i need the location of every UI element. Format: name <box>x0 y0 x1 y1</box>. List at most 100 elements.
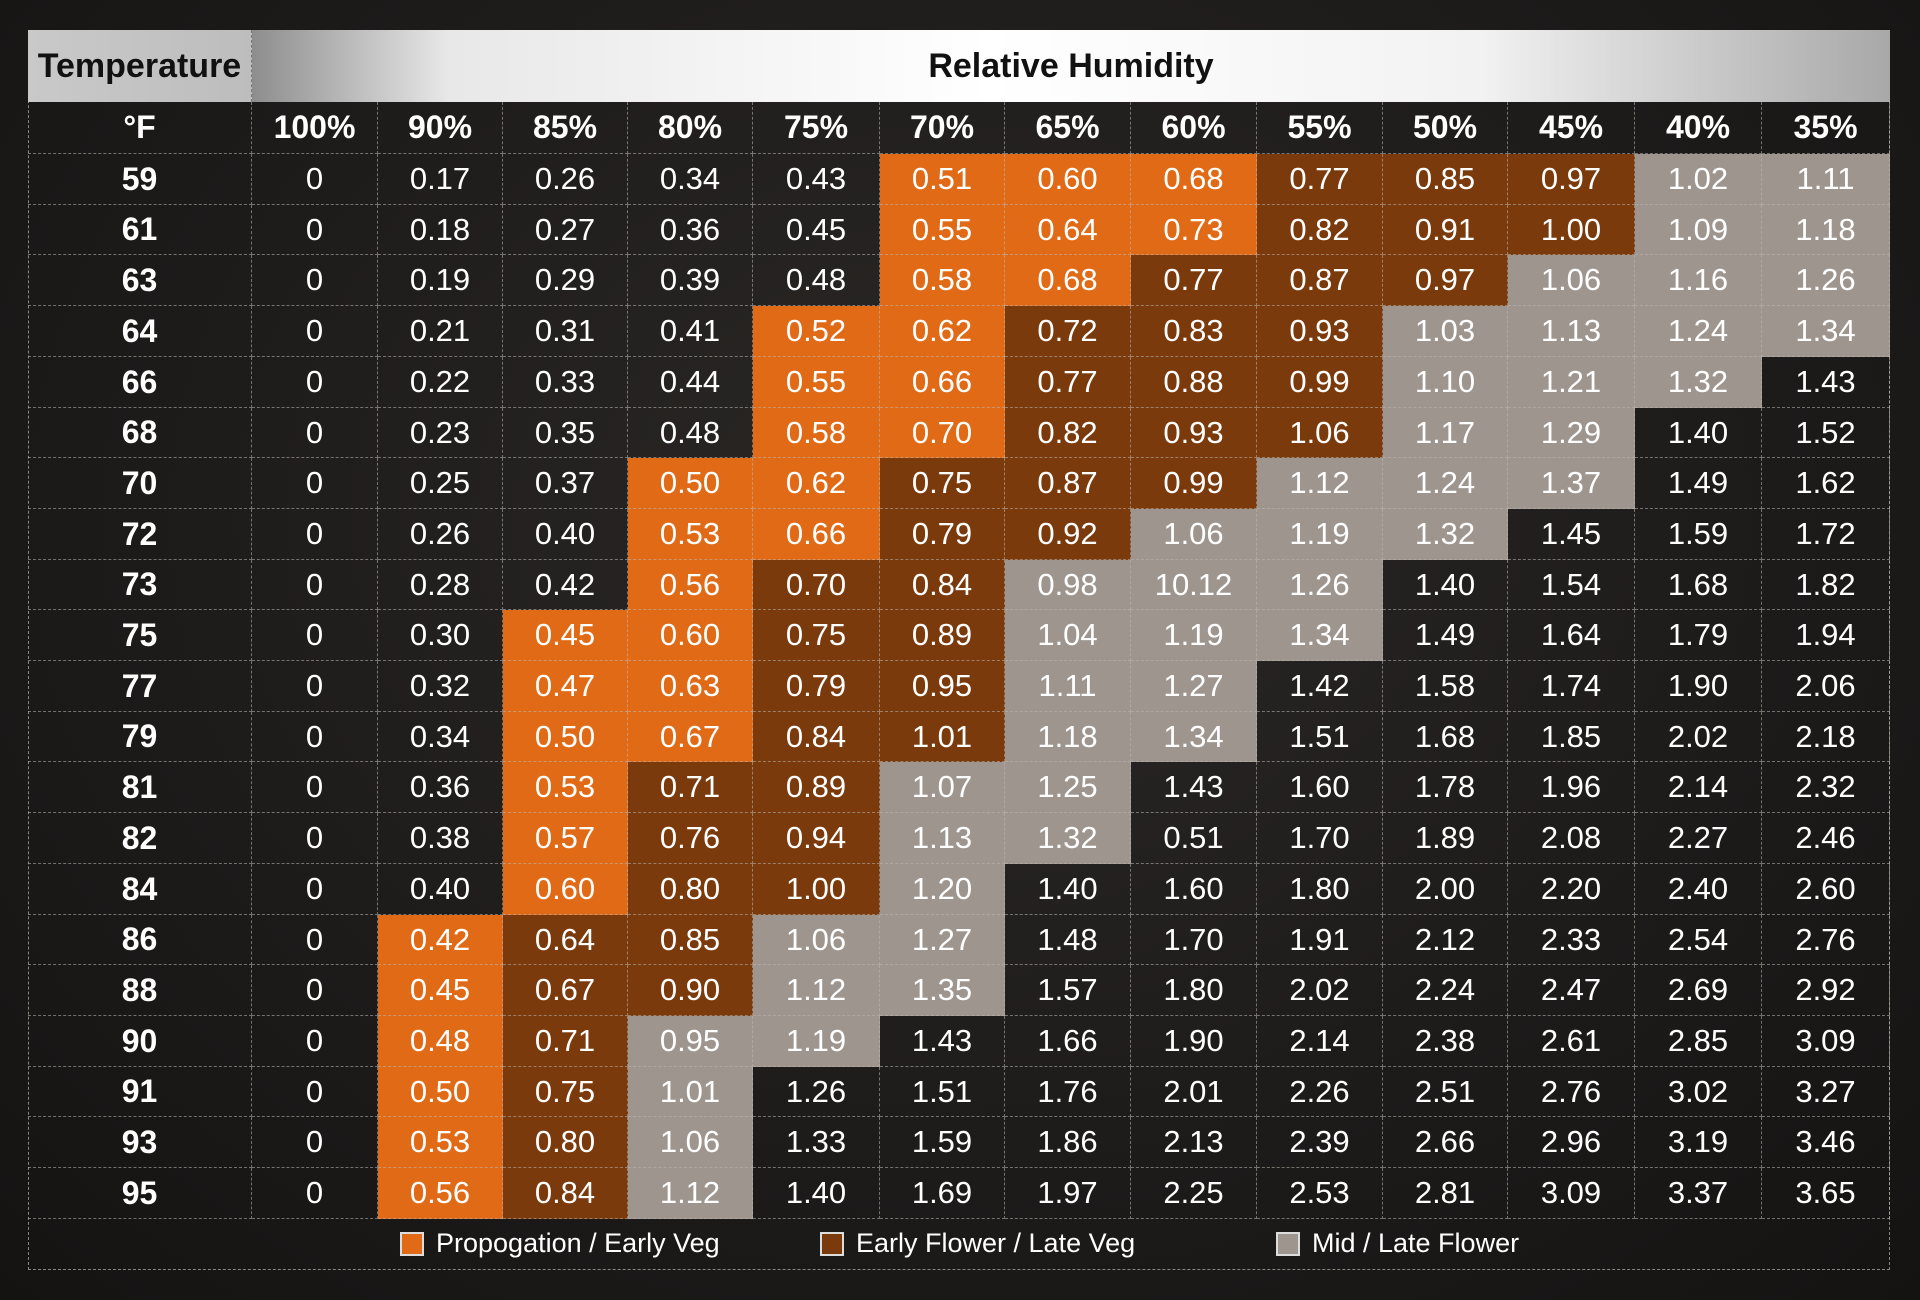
vpd-cell: 0.87 <box>1257 255 1383 306</box>
vpd-cell: 2.46 <box>1762 813 1890 864</box>
vpd-cell: 0.71 <box>503 1016 628 1067</box>
vpd-cell: 0.40 <box>378 864 503 915</box>
vpd-cell: 2.14 <box>1257 1016 1383 1067</box>
vpd-cell: 1.37 <box>1508 458 1635 509</box>
vpd-cell: 1.35 <box>880 965 1005 1016</box>
vpd-cell: 1.26 <box>753 1067 880 1117</box>
vpd-cell: 1.27 <box>1131 661 1257 712</box>
vpd-cell: 0.19 <box>378 255 503 306</box>
vpd-cell: 0.57 <box>503 813 628 864</box>
vpd-cell: 0 <box>252 864 378 915</box>
vpd-cell: 0.90 <box>628 965 753 1016</box>
vpd-cell: 1.40 <box>753 1168 880 1219</box>
vpd-cell: 0.33 <box>503 357 628 408</box>
vpd-cell: 1.17 <box>1383 408 1508 458</box>
vpd-cell: 0.97 <box>1508 154 1635 205</box>
vpd-cell: 0.21 <box>378 306 503 357</box>
vpd-cell: 0.87 <box>1005 458 1131 509</box>
temperature-row-label: 61 <box>28 205 252 255</box>
vpd-cell: 1.11 <box>1762 154 1890 205</box>
vpd-cell: 1.49 <box>1383 610 1508 661</box>
vpd-cell: 1.80 <box>1131 965 1257 1016</box>
legend-item-propagation: Propogation / Early Veg <box>400 1228 720 1259</box>
vpd-cell: 1.25 <box>1005 762 1131 813</box>
temperature-row-label: 79 <box>28 712 252 762</box>
temperature-row-label: 77 <box>28 661 252 712</box>
vpd-cell: 0.28 <box>378 560 503 610</box>
vpd-cell: 0.64 <box>1005 205 1131 255</box>
vpd-cell: 1.59 <box>880 1117 1005 1168</box>
vpd-cell: 0.44 <box>628 357 753 408</box>
vpd-cell: 0.30 <box>378 610 503 661</box>
vpd-cell: 0.43 <box>753 154 880 205</box>
vpd-cell: 1.19 <box>1257 509 1383 560</box>
vpd-cell: 0.29 <box>503 255 628 306</box>
vpd-cell: 0.93 <box>1131 408 1257 458</box>
temperature-row-label: 68 <box>28 408 252 458</box>
vpd-cell: 1.40 <box>1383 560 1508 610</box>
vpd-cell: 1.43 <box>1762 357 1890 408</box>
vpd-cell: 0.60 <box>628 610 753 661</box>
vpd-cell: 0 <box>252 154 378 205</box>
legend-swatch-icon <box>820 1231 844 1256</box>
vpd-cell: 0 <box>252 1168 378 1219</box>
vpd-cell: 2.61 <box>1508 1016 1635 1067</box>
vpd-cell: 0.68 <box>1005 255 1131 306</box>
vpd-cell: 0.60 <box>503 864 628 915</box>
vpd-cell: 1.32 <box>1383 509 1508 560</box>
vpd-cell: 1.13 <box>880 813 1005 864</box>
vpd-cell: 0.50 <box>378 1067 503 1117</box>
humidity-column-header: 90% <box>378 102 503 154</box>
vpd-cell: 2.18 <box>1762 712 1890 762</box>
vpd-cell: 0 <box>252 458 378 509</box>
vpd-cell: 2.12 <box>1383 915 1508 965</box>
vpd-cell: 0.94 <box>753 813 880 864</box>
vpd-cell: 1.69 <box>880 1168 1005 1219</box>
vpd-cell: 1.54 <box>1508 560 1635 610</box>
vpd-cell: 0.55 <box>753 357 880 408</box>
vpd-cell: 1.91 <box>1257 915 1383 965</box>
vpd-cell: 0 <box>252 965 378 1016</box>
legend-label: Early Flower / Late Veg <box>856 1228 1136 1258</box>
vpd-cell: 0 <box>252 813 378 864</box>
vpd-cell: 1.60 <box>1131 864 1257 915</box>
vpd-cell: 0.18 <box>378 205 503 255</box>
vpd-cell: 0.48 <box>628 408 753 458</box>
vpd-cell: 1.07 <box>880 762 1005 813</box>
vpd-cell: 0 <box>252 1067 378 1117</box>
vpd-cell: 0.77 <box>1005 357 1131 408</box>
vpd-cell: 0.27 <box>503 205 628 255</box>
vpd-cell: 0.41 <box>628 306 753 357</box>
vpd-cell: 1.00 <box>1508 205 1635 255</box>
vpd-cell: 0.85 <box>628 915 753 965</box>
vpd-cell: 0.45 <box>753 205 880 255</box>
vpd-cell: 0 <box>252 762 378 813</box>
vpd-cell: 2.92 <box>1762 965 1890 1016</box>
vpd-cell: 0.99 <box>1257 357 1383 408</box>
vpd-cell: 2.26 <box>1257 1067 1383 1117</box>
vpd-cell: 1.09 <box>1635 205 1762 255</box>
vpd-cell: 0.42 <box>503 560 628 610</box>
temperature-row-label: 82 <box>28 813 252 864</box>
temperature-row-label: 75 <box>28 610 252 661</box>
vpd-cell: 2.24 <box>1383 965 1508 1016</box>
vpd-cell: 1.52 <box>1762 408 1890 458</box>
vpd-cell: 1.64 <box>1508 610 1635 661</box>
vpd-cell: 0.88 <box>1131 357 1257 408</box>
vpd-cell: 2.60 <box>1762 864 1890 915</box>
vpd-cell: 1.24 <box>1635 306 1762 357</box>
vpd-cell: 3.02 <box>1635 1067 1762 1117</box>
vpd-cell: 0.60 <box>1005 154 1131 205</box>
vpd-cell: 0.25 <box>378 458 503 509</box>
vpd-cell: 0.89 <box>753 762 880 813</box>
vpd-cell: 1.48 <box>1005 915 1131 965</box>
legend-label: Propogation / Early Veg <box>436 1228 720 1258</box>
legend-swatch-icon <box>1276 1231 1300 1256</box>
vpd-cell: 0.22 <box>378 357 503 408</box>
temperature-row-label: 59 <box>28 154 252 205</box>
vpd-cell: 0.70 <box>880 408 1005 458</box>
vpd-cell: 0.92 <box>1005 509 1131 560</box>
vpd-cell: 2.47 <box>1508 965 1635 1016</box>
vpd-cell: 1.19 <box>753 1016 880 1067</box>
vpd-cell: 0.99 <box>1131 458 1257 509</box>
